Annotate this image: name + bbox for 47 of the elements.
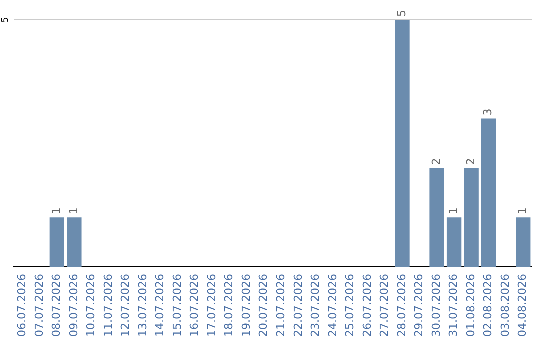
bar [446,218,462,268]
x-tick-label: 17.07.2026 [205,274,218,338]
x-tick-label: 08.07.2026 [50,274,64,338]
ref-line-label: 5 [0,17,11,23]
x-tick-label: 14.07.2026 [154,274,167,338]
x-tick-label: 03.08.2026 [498,274,512,338]
x-tick-label: 28.07.2026 [395,274,408,338]
data-label: 1 [516,208,530,215]
x-tick-label: 18.07.2026 [222,274,236,338]
x-tick-label: 10.07.2026 [84,274,98,338]
x-tick-label: 13.07.2026 [136,274,150,338]
x-tick-label: 07.07.2026 [32,274,46,338]
x-tick-label: 29.07.2026 [412,274,426,338]
x-tick-label: 26.07.2026 [360,274,374,338]
x-tick-label: 16.07.2026 [188,274,202,338]
bar [395,20,410,268]
x-tick-label: 30.07.2026 [430,274,443,338]
x-tick-label: 23.07.2026 [309,274,322,338]
x-tick-label: 11.07.2026 [102,274,115,338]
x-tick-label: 12.07.2026 [119,274,132,338]
x-tick-label: 06.07.2026 [15,274,28,338]
bar [481,118,496,268]
x-tick-label: 27.07.2026 [378,274,392,338]
x-tick-label: 21.07.2026 [274,274,288,338]
x-tick-label: 01.08.2026 [464,274,478,338]
x-tick-label: 24.07.2026 [326,274,340,338]
bar [516,218,531,268]
data-label: 5 [395,10,408,17]
data-label: 2 [430,158,443,166]
x-tick-label: 09.07.2026 [67,274,80,338]
bar [430,168,444,268]
data-label: 1 [67,208,80,215]
bar [50,218,65,268]
x-tick-label: 31.07.2026 [447,274,460,338]
data-label: 1 [50,208,64,215]
data-label: 2 [464,158,478,166]
x-tick-label: 02.08.2026 [482,274,495,338]
bar [464,168,479,268]
x-tick-label: 25.07.2026 [344,274,357,338]
x-tick-label: 20.07.2026 [257,274,270,338]
x-tick-label: 22.07.2026 [292,274,305,338]
data-label: 1 [447,208,460,215]
x-tick-label: 04.08.2026 [516,274,530,338]
x-tick-label: 15.07.2026 [170,274,184,338]
bar [67,218,82,268]
x-tick-label: 19.07.2026 [240,274,253,338]
data-label: 3 [482,108,495,116]
